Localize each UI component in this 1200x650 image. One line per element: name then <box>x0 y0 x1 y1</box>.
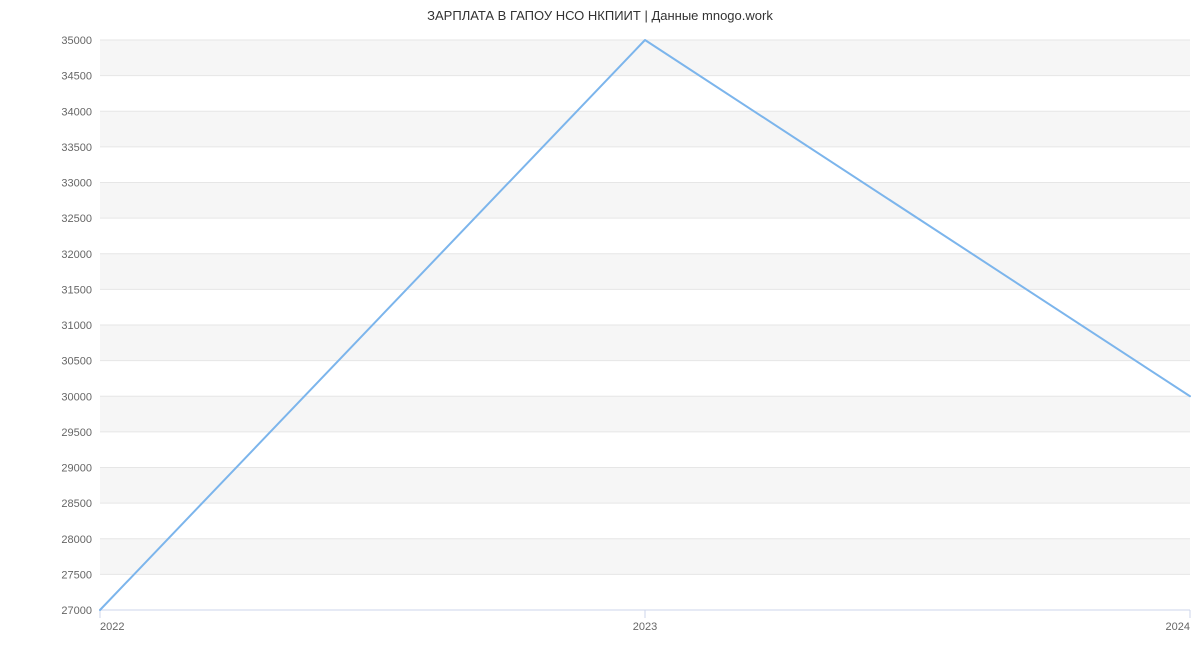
y-tick-label: 34000 <box>61 106 92 118</box>
y-tick-label: 32500 <box>61 213 92 225</box>
y-tick-label: 34500 <box>61 71 92 83</box>
y-tick-label: 27000 <box>61 605 92 617</box>
grid-band <box>100 539 1190 575</box>
y-tick-label: 33000 <box>61 178 92 190</box>
grid-band <box>100 254 1190 290</box>
grid-band <box>100 40 1190 76</box>
x-tick-label: 2023 <box>633 621 657 633</box>
y-tick-label: 31000 <box>61 320 92 332</box>
salary-chart: ЗАРПЛАТА В ГАПОУ НСО НКПИИТ | Данные mno… <box>0 0 1200 650</box>
y-tick-label: 30000 <box>61 391 92 403</box>
y-tick-label: 28000 <box>61 534 92 546</box>
y-tick-label: 30500 <box>61 356 92 368</box>
grid-band <box>100 468 1190 504</box>
y-tick-label: 32000 <box>61 249 92 261</box>
y-tick-label: 29500 <box>61 427 92 439</box>
y-tick-label: 33500 <box>61 142 92 154</box>
chart-svg: 27000 27500 28000 28500 29000 29500 30000 30500… <box>0 0 1200 650</box>
y-tick-label: 28500 <box>61 498 92 510</box>
x-tick-label: 2022 <box>100 621 124 633</box>
y-tick-label: 29000 <box>61 463 92 475</box>
grid-band <box>100 325 1190 361</box>
grid-band <box>100 111 1190 147</box>
grid-band <box>100 183 1190 219</box>
y-tick-label: 27500 <box>61 569 92 581</box>
y-tick-label: 31500 <box>61 284 92 296</box>
y-tick-label: 35000 <box>61 35 92 47</box>
grid-band <box>100 396 1190 432</box>
x-tick-label: 2024 <box>1166 621 1190 633</box>
